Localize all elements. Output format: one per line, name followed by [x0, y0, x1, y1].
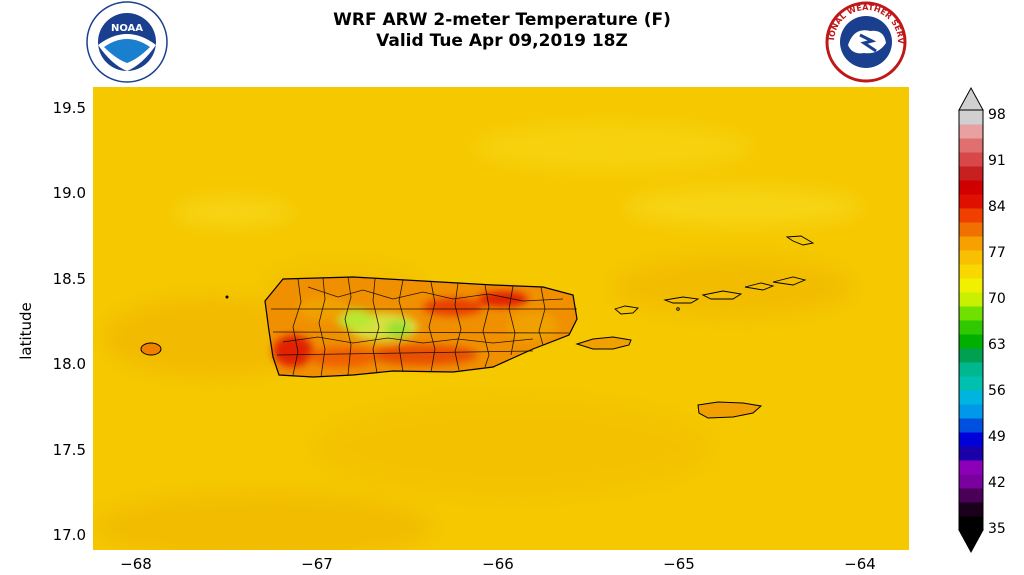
vieques-island [575, 336, 632, 350]
colorbar-tick-label: 70 [988, 291, 1006, 307]
colorbar-max-extend [958, 86, 984, 111]
colorbar-segment [959, 166, 983, 181]
colorbar-tick-label: 91 [988, 153, 1006, 169]
colorbar-segment [959, 124, 983, 139]
colorbar-tick-label: 84 [988, 199, 1006, 215]
colorbar-segment [959, 390, 983, 405]
x-tick-label: −64 [844, 555, 876, 573]
colorbar-segments [959, 110, 983, 531]
colorbar-segment [959, 334, 983, 349]
colorbar-segment [959, 250, 983, 265]
st-croix-island [697, 401, 763, 419]
noaa-logo: NOAA [86, 1, 168, 83]
colorbar-tick-label: 98 [988, 107, 1006, 123]
colorbar-segment [959, 348, 983, 363]
colorbar-tick-label: 77 [988, 245, 1006, 261]
colorbar-segment [959, 460, 983, 475]
colorbar-segment [959, 320, 983, 335]
noaa-logo-text: NOAA [111, 23, 143, 34]
y-tick-label: 18.0 [52, 355, 86, 373]
colorbar-segment [959, 404, 983, 419]
virgin-islands [663, 235, 815, 311]
colorbar-tick-label: 35 [988, 521, 1006, 537]
x-tick-label: −66 [482, 555, 514, 573]
colorbar-segment [959, 474, 983, 489]
puerto-rico-island [264, 276, 578, 378]
colorbar-tick-label: 63 [988, 337, 1006, 353]
culebra-island [614, 305, 639, 315]
colorbar-segment [959, 138, 983, 153]
colorbar-segment [959, 516, 983, 531]
desecheo-island [225, 295, 229, 299]
y-tick-label: 17.0 [52, 526, 86, 544]
colorbar-segment [959, 292, 983, 307]
x-tick-label: −68 [120, 555, 152, 573]
municipal-borders [271, 276, 577, 378]
y-tick-label: 18.5 [52, 270, 86, 288]
x-tick-label: −67 [301, 555, 333, 573]
ocean-cool-bands [173, 122, 863, 227]
colorbar-segment [959, 362, 983, 377]
ocean-warm-patches [93, 257, 853, 550]
colorbar-tick-label: 49 [988, 429, 1006, 445]
colorbar-segment [959, 264, 983, 279]
chart-subtitle: Valid Tue Apr 09,2019 18Z [376, 31, 628, 51]
colorbar [958, 86, 984, 554]
y-tick-label: 17.5 [52, 441, 86, 459]
y-tick-label: 19.5 [52, 99, 86, 117]
colorbar-segment [959, 432, 983, 447]
x-tick-label: −65 [663, 555, 695, 573]
colorbar-segment [959, 418, 983, 433]
colorbar-segment [959, 222, 983, 237]
colorbar-segment [959, 194, 983, 209]
colorbar-segment [959, 208, 983, 223]
colorbar-segment [959, 152, 983, 167]
colorbar-segment [959, 446, 983, 461]
colorbar-tick-label: 42 [988, 475, 1006, 491]
colorbar-segment [959, 488, 983, 503]
colorbar-segment [959, 236, 983, 251]
colorbar-segment [959, 110, 983, 125]
colorbar-segment [959, 180, 983, 195]
y-tick-label: 19.0 [52, 184, 86, 202]
chart-title: WRF ARW 2-meter Temperature (F) [333, 10, 671, 30]
temperature-map [93, 87, 909, 550]
colorbar-segment [959, 502, 983, 517]
colorbar-min-extend [958, 529, 984, 554]
y-axis-label: latitude [17, 302, 35, 360]
colorbar-segment [959, 376, 983, 391]
mona-island [140, 342, 162, 356]
nws-logo: NATIONAL WEATHER SERVICE [820, 1, 907, 83]
colorbar-tick-label: 56 [988, 383, 1006, 399]
colorbar-segment [959, 306, 983, 321]
colorbar-segment [959, 278, 983, 293]
